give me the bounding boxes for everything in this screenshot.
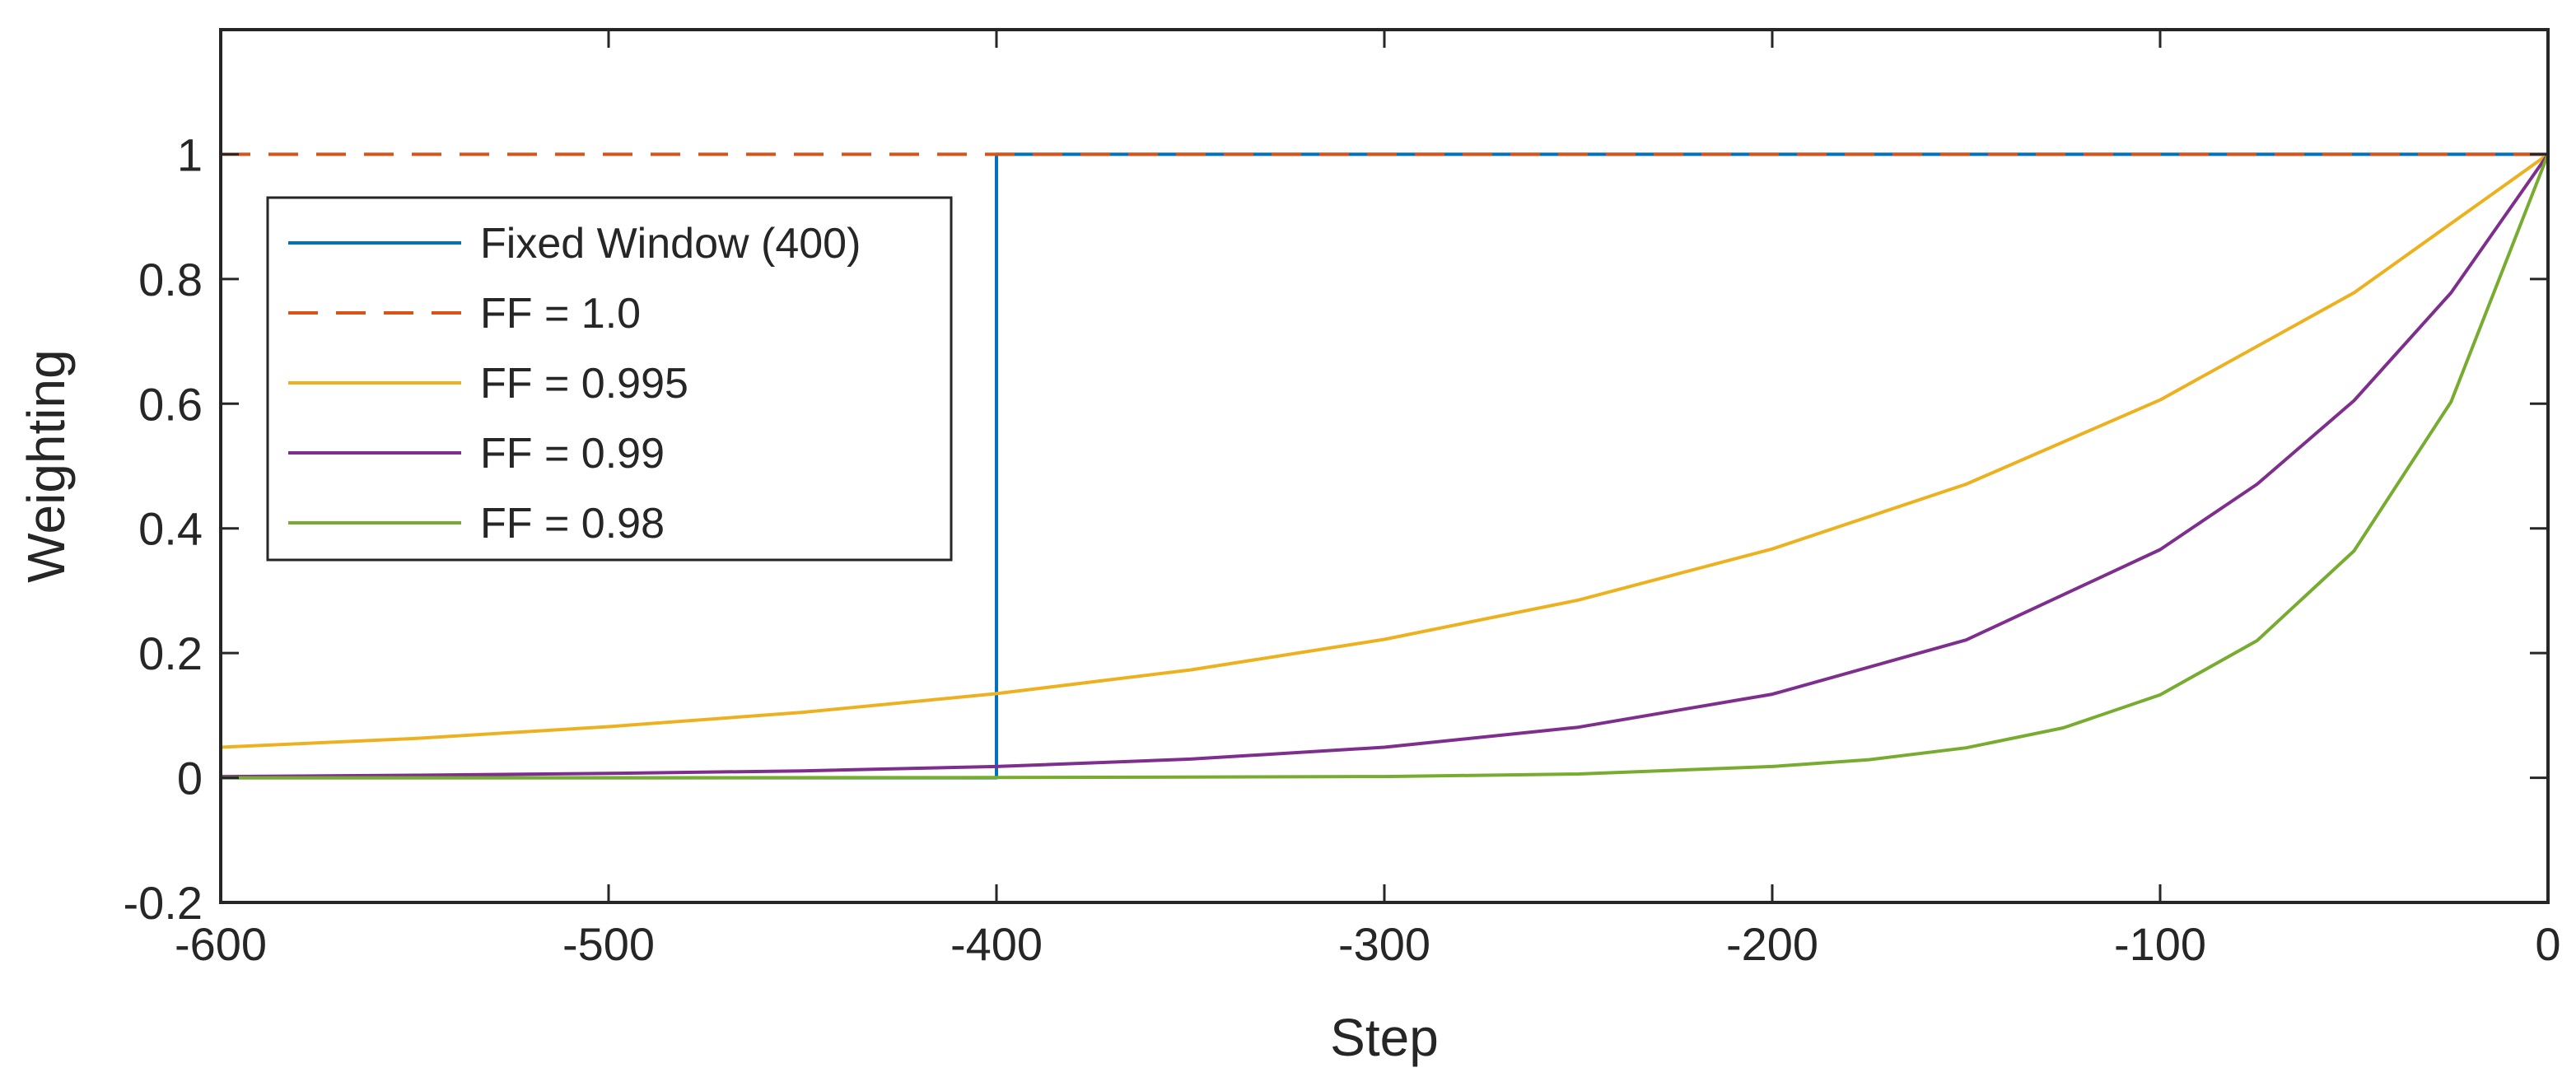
legend-label: FF = 0.995 — [480, 360, 688, 408]
legend-box — [266, 196, 953, 562]
y-tick-label: 0.2 — [138, 627, 203, 679]
y-tick-label: 0.8 — [138, 254, 203, 305]
series-2 — [220, 152, 2550, 749]
x-tick-label: -600 — [175, 918, 267, 970]
x-tick-label: -500 — [562, 918, 655, 970]
y-tick-label: 0.6 — [138, 378, 203, 430]
series-line — [220, 153, 2550, 779]
legend-label: FF = 1.0 — [480, 290, 641, 338]
legend-label: FF = 0.98 — [480, 500, 665, 548]
series-layer — [220, 152, 2550, 780]
x-tick-label: 0 — [2535, 918, 2560, 970]
legend: Fixed Window (400) FF = 1.0 FF = 0.995 FF =… — [266, 196, 953, 562]
y-axis-title: Weighting — [16, 349, 76, 582]
legend-label: FF = 0.99 — [480, 430, 665, 478]
y-tick-label: 1 — [177, 128, 203, 180]
series-3 — [220, 153, 2550, 779]
series-line — [220, 152, 2550, 749]
y-tick-label: 0.4 — [138, 503, 203, 555]
y-tick-label: -0.2 — [124, 877, 203, 929]
x-axis-title: Step — [1330, 1008, 1439, 1067]
x-tick-label: -300 — [1338, 918, 1430, 970]
ticks-layer: -600 -500 -400 -300 -200 -100 0 -0.2 0 0.2 0.4 0.6 0… — [124, 30, 2561, 970]
x-tick-label: -100 — [2114, 918, 2206, 970]
y-tick-label: 0 — [177, 753, 203, 804]
x-tick-label: -200 — [1726, 918, 1818, 970]
series-4 — [221, 153, 2550, 780]
x-tick-label: -400 — [950, 918, 1043, 970]
series-line — [221, 153, 2550, 780]
legend-label: Fixed Window (400) — [480, 220, 861, 268]
